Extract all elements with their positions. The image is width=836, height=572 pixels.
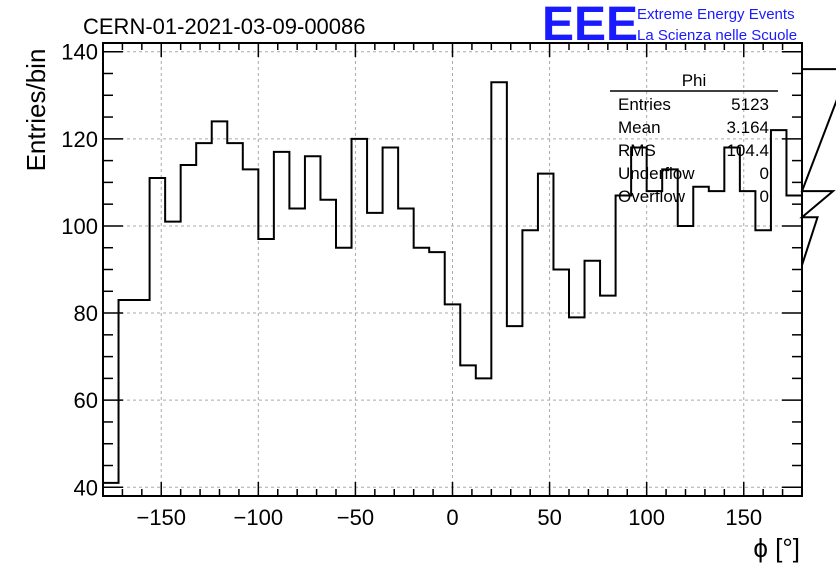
x-tick-label: 100 [628,505,665,530]
stats-label-mean: Mean [618,118,661,137]
stats-value-entries: 5123 [731,95,769,114]
histogram-bin [724,148,740,496]
y-tick-label: 40 [74,475,98,500]
stats-label-rms: RMS [618,141,656,160]
histogram-bin [181,165,197,496]
histogram-bin [538,174,554,496]
stats-label-entries: Entries [618,95,671,114]
histogram-bars [103,68,836,497]
histogram-bin [274,152,290,496]
stats-title: Phi [682,71,707,90]
histogram-bin [258,239,274,496]
y-tick-label: 60 [74,388,98,413]
x-tick-label: 0 [446,505,458,530]
histogram-step-line [103,68,836,484]
histogram-bin [305,156,321,496]
tick-labels: −150 −100 −50 0 50 100 150 40 60 80 100 120 140 [61,40,762,530]
x-tick-label: 50 [537,505,561,530]
histogram-bin [786,195,802,496]
histogram-bin [103,483,119,496]
grid-lines [103,43,802,496]
histogram-bin [336,248,352,496]
stats-label-underflow: Underflow [618,164,695,183]
y-tick-label: 80 [74,301,98,326]
histogram-bin [212,121,228,496]
histogram-bin [647,191,663,496]
x-tick-label: 150 [725,505,762,530]
histogram-bin [553,270,569,497]
histogram-bin [227,143,243,496]
histogram-bin [383,148,399,496]
histogram-bin [616,195,632,496]
y-tick-label: 140 [61,40,98,65]
axis-ticks [103,43,802,496]
stats-box: Phi Entries 5123 Mean 3.164 RMS 104.4 Un… [610,71,778,206]
histogram-bin [414,248,430,496]
histogram-bin [709,191,725,496]
y-tick-label: 100 [61,214,98,239]
logo-line-2: La Scienza nelle Scuole [637,27,797,44]
histogram-bin [476,378,492,496]
logo-line-1: Extreme Energy Events [637,6,795,23]
histogram-bin [367,213,383,496]
histogram-bin [755,230,771,496]
histogram-bin [522,230,538,496]
histogram-bin [134,300,150,496]
histogram-bin [196,143,212,496]
histogram-bin [429,252,445,496]
stats-label-overflow: Overflow [618,187,686,206]
histogram-bin [491,82,507,496]
histogram-bin [165,222,181,496]
x-tick-label: −150 [136,505,186,530]
histogram-bin [507,326,523,496]
histogram-bin [678,226,694,496]
histogram-bin [320,200,336,496]
x-tick-label: −50 [337,505,374,530]
histogram-bin [693,187,709,496]
histogram-bin [585,261,601,496]
histogram-bin [740,191,756,496]
histogram-bin [600,296,616,496]
histogram-bin [460,365,476,496]
histogram-bin [662,169,678,496]
stats-value-overflow: 0 [760,187,769,206]
stats-value-underflow: 0 [760,164,769,183]
x-axis-label: ϕ [°] [753,533,800,563]
histogram-bin [119,300,135,496]
histogram-bin [569,317,585,496]
stats-value-rms: 104.4 [726,141,769,160]
chart-title: CERN-01-2021-03-09-00086 [83,14,366,39]
histogram-bin [289,209,305,496]
y-tick-label: 120 [61,127,98,152]
histogram-bin [243,169,259,496]
histogram-bin [352,139,368,496]
stats-value-mean: 3.164 [726,118,769,137]
y-axis-label: Entries/bin [21,49,51,172]
x-tick-label: −100 [234,505,284,530]
histogram-bin [398,209,414,496]
